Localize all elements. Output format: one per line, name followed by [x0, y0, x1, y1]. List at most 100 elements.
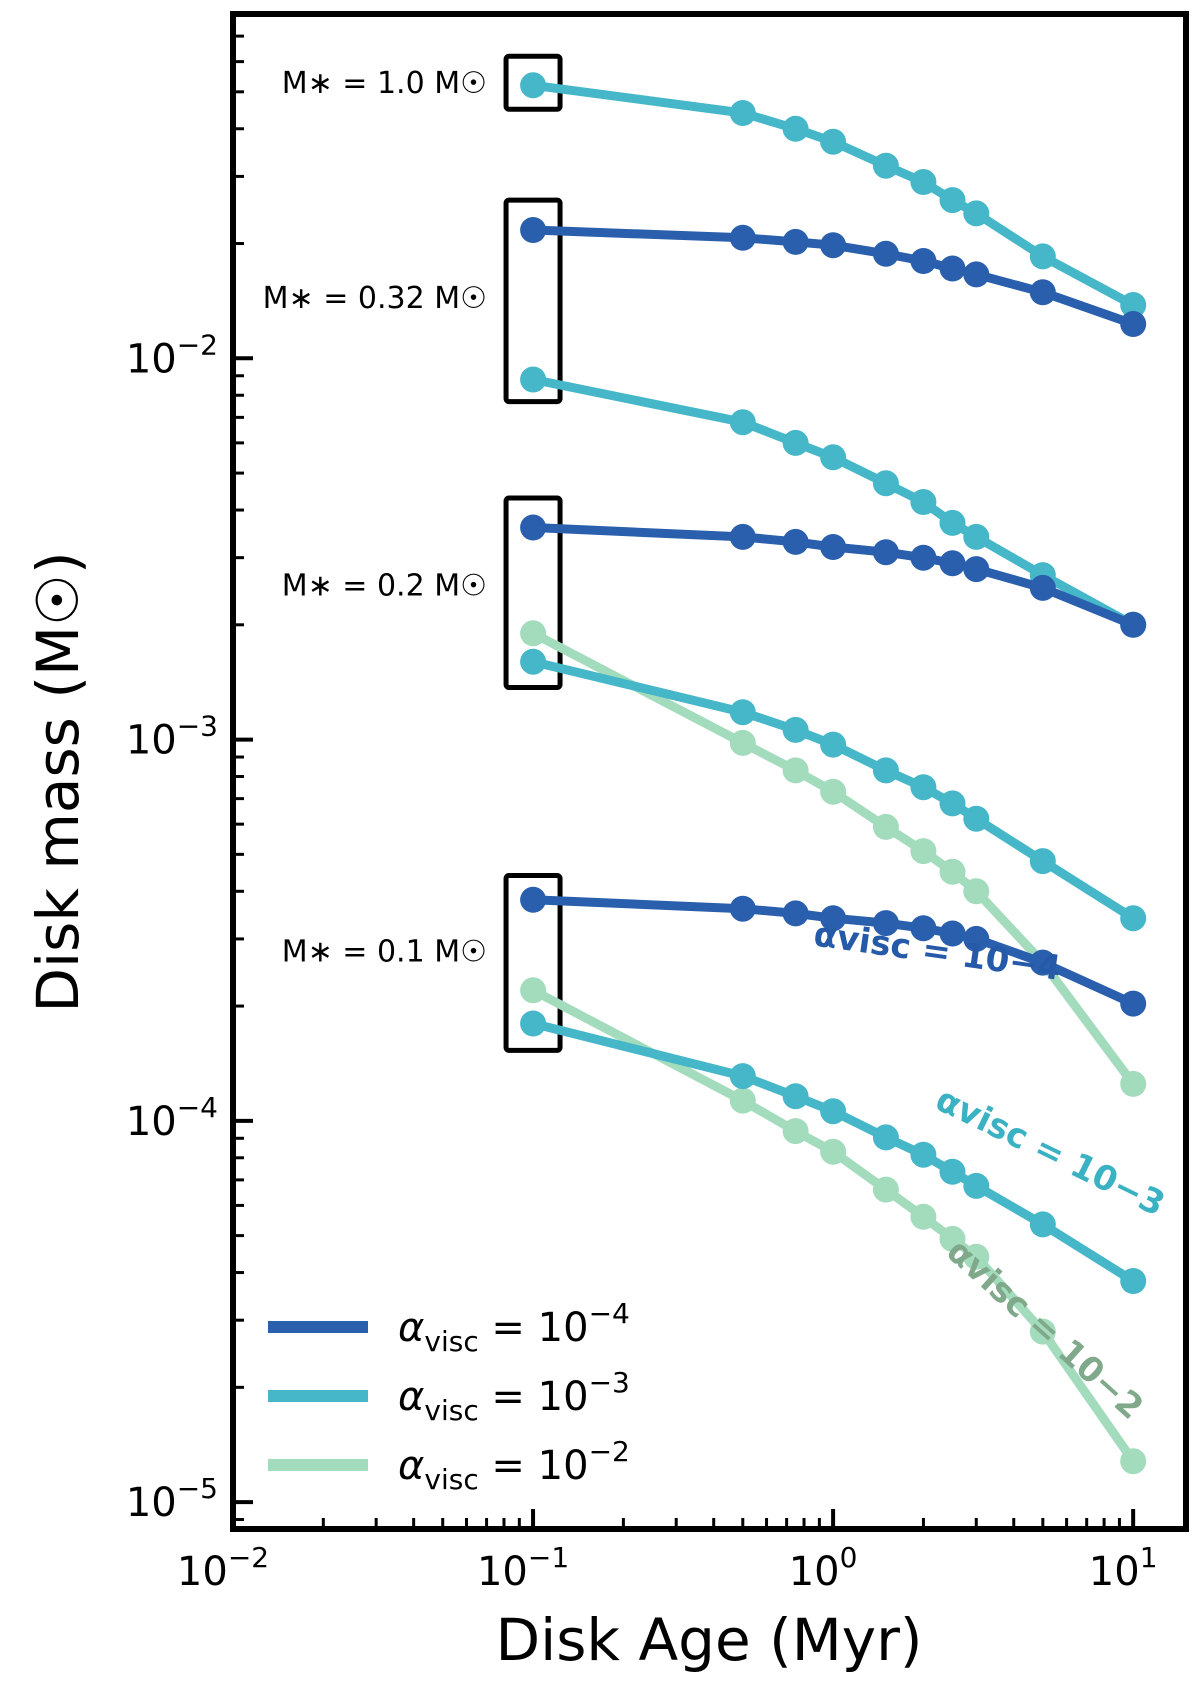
series-6-point-4	[872, 910, 899, 937]
highlight-box-2	[503, 495, 563, 690]
series-4-point-4	[872, 757, 899, 784]
series-7-point-3	[820, 1098, 847, 1125]
stellar-mass-label: M∗ = 0.32 M☉	[263, 281, 487, 316]
stellar-mass-label: M∗ = 0.1 M☉	[282, 934, 487, 969]
series-3-point-2	[782, 528, 809, 555]
x-tick-label: 101	[1089, 1541, 1158, 1595]
series-0-point-3	[820, 128, 847, 155]
series-4-point-5	[910, 774, 937, 801]
series-1-point-0	[520, 217, 547, 243]
series-0-point-2	[782, 115, 809, 142]
y-tick-label: 10−5	[126, 1472, 218, 1526]
series-8-point-8	[1029, 1318, 1056, 1345]
series-5-point-5	[910, 838, 937, 865]
series-0-point-9	[1120, 292, 1147, 318]
series-2-point-2	[782, 429, 809, 456]
series-0-point-6	[939, 187, 966, 214]
plot-frame	[230, 11, 1189, 1532]
series-1-point-4	[872, 240, 899, 267]
series-7-point-1	[729, 1063, 756, 1090]
series-1-point-7	[963, 261, 990, 288]
series-8-point-6	[939, 1225, 966, 1252]
series-7-point-2	[782, 1083, 809, 1110]
data-series	[520, 72, 1147, 1475]
series-1-point-5	[910, 248, 937, 274]
series-0-point-7	[963, 200, 990, 227]
series-5-point-1	[729, 729, 756, 756]
highlight-box-1	[503, 197, 563, 405]
series-3-point-0	[520, 514, 547, 541]
x-tick-label: 100	[789, 1541, 858, 1595]
highlight-boxes	[503, 53, 563, 1053]
series-4-point-9	[1120, 905, 1147, 932]
series-8-point-7	[963, 1243, 990, 1270]
series-8-point-2	[782, 1118, 809, 1145]
series-3-point-5	[910, 544, 937, 571]
series-line-4	[528, 657, 1138, 923]
curve-label: αvisc = 10−2	[939, 1231, 1151, 1427]
legend: αvisc = 10−4 αvisc = 10−3 αvisc = 10−2	[268, 1297, 630, 1496]
series-2-point-5	[910, 489, 937, 515]
series-line-1	[528, 225, 1138, 329]
series-1-point-9	[1120, 311, 1147, 337]
series-line-5	[528, 628, 1138, 1089]
plot-border	[230, 11, 1189, 1532]
series-line-3	[528, 523, 1138, 630]
series-2-point-7	[963, 523, 990, 550]
series-8-point-1	[729, 1087, 756, 1114]
series-5-point-6	[939, 858, 966, 885]
series-5-point-3	[820, 778, 847, 805]
series-6-point-5	[910, 915, 937, 942]
series-5-point-2	[782, 757, 809, 784]
series-1-point-6	[939, 255, 966, 282]
series-5-point-9	[1120, 1070, 1147, 1097]
series-line-2	[528, 375, 1138, 630]
series-5-point-7	[963, 878, 990, 905]
series-2-point-0	[520, 366, 547, 393]
series-1-point-2	[782, 228, 809, 255]
series-line-8	[528, 985, 1138, 1466]
series-7-point-7	[963, 1172, 990, 1199]
series-3-point-3	[820, 534, 847, 560]
series-6-point-7	[963, 925, 990, 952]
series-8-point-4	[872, 1176, 899, 1203]
curve-label: αvisc = 10−4	[811, 915, 1063, 989]
series-6-point-8	[1029, 949, 1056, 976]
y-tick-label: 10−3	[126, 710, 218, 764]
series-3-point-1	[729, 523, 756, 550]
series-3-point-9	[1120, 611, 1147, 638]
stellar-mass-label: M∗ = 1.0 M☉	[282, 66, 487, 101]
series-4-point-8	[1029, 848, 1056, 875]
axis-ticks: 10−2 10−1 100 101 10−5 10−4 10−3 10−2	[126, 12, 1158, 1595]
highlight-box-0	[503, 53, 563, 112]
series-6-point-3	[820, 905, 847, 932]
x-tick-label: 10−2	[177, 1541, 269, 1595]
legend-label: αvisc = 10−4	[398, 1297, 630, 1358]
series-8-point-9	[1120, 1448, 1147, 1475]
series-7-point-8	[1029, 1211, 1056, 1238]
legend-label: αvisc = 10−3	[398, 1366, 630, 1427]
stellar-mass-label: M∗ = 0.2 M☉	[282, 569, 487, 604]
series-6-point-2	[782, 900, 809, 927]
series-line-0	[528, 80, 1138, 310]
series-1-point-3	[820, 232, 847, 259]
series-6-point-9	[1120, 990, 1147, 1017]
series-7-point-5	[910, 1141, 937, 1168]
series-4-point-7	[963, 805, 990, 832]
series-4-point-0	[520, 648, 547, 675]
series-1-point-1	[729, 224, 756, 251]
legend-label: αvisc = 10−2	[398, 1435, 630, 1496]
curve-label: αvisc = 10−3	[929, 1079, 1171, 1224]
series-3-point-7	[963, 556, 990, 583]
series-1-point-8	[1029, 279, 1056, 306]
series-6-point-1	[729, 895, 756, 922]
series-0-point-8	[1029, 243, 1056, 270]
y-tick-label: 10−4	[126, 1091, 218, 1145]
y-axis-title: Disk mass (M☉)	[24, 551, 92, 1012]
series-0-point-1	[729, 100, 756, 126]
series-6-point-0	[520, 886, 547, 913]
series-7-point-0	[520, 1010, 547, 1037]
series-8-point-0	[520, 977, 547, 1004]
series-5-point-4	[872, 813, 899, 840]
